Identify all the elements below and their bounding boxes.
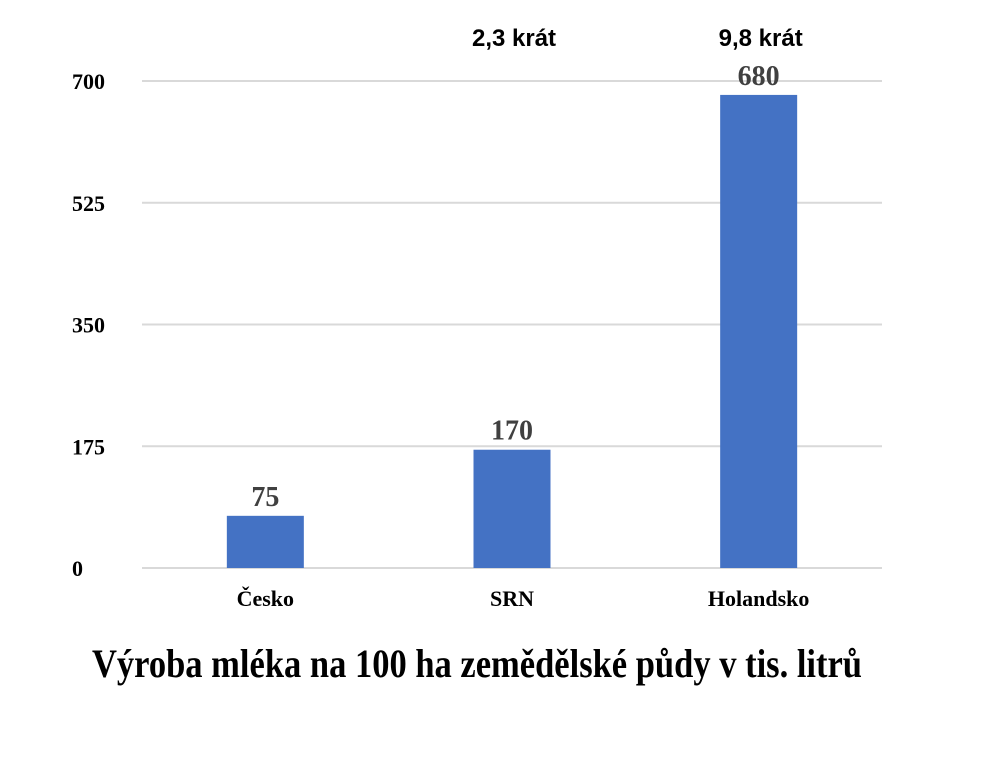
y-tick-label: 0 — [72, 556, 83, 581]
x-axis-category-labels: Česko SRN Holandsko — [237, 586, 810, 611]
bars — [226, 94, 798, 569]
bar — [226, 515, 304, 568]
bar — [473, 449, 551, 568]
data-label: 170 — [491, 416, 533, 447]
y-tick-label: 350 — [72, 313, 105, 338]
data-label: 680 — [738, 61, 780, 92]
ratio-annotation: 2,3 krát — [472, 25, 556, 52]
y-tick-label: 525 — [72, 191, 105, 216]
data-label: 75 — [251, 482, 279, 513]
chart-title: Výroba mléka na 100 ha zemědělské půdy v… — [92, 641, 862, 686]
data-labels: 75 170 680 — [251, 61, 779, 513]
ratio-annotation: 9,8 krát — [719, 25, 803, 52]
y-tick-label: 175 — [72, 434, 105, 459]
bar — [720, 94, 798, 569]
category-label: SRN — [490, 586, 534, 611]
annotations: 2,3 krát 9,8 krát — [472, 25, 803, 52]
y-axis-tick-labels: 0 175 350 525 700 — [72, 69, 105, 581]
category-label: Česko — [237, 586, 294, 611]
y-tick-label: 700 — [72, 69, 105, 94]
category-label: Holandsko — [708, 586, 810, 611]
